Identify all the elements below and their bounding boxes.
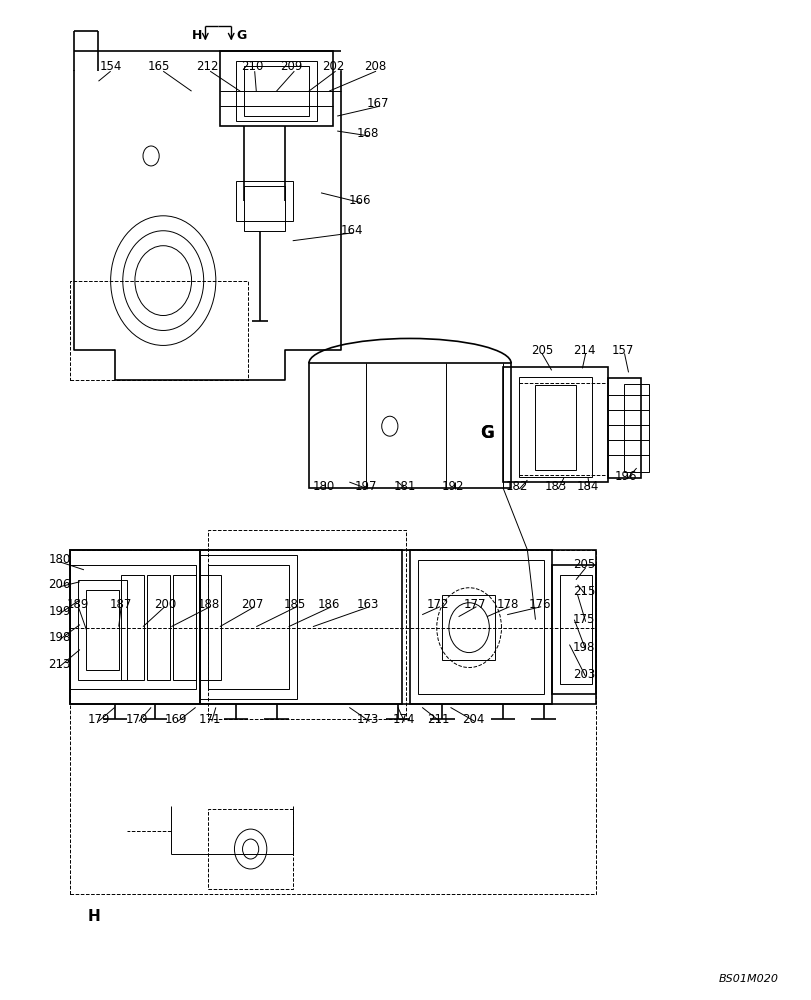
Text: 211: 211 — [427, 713, 449, 726]
Bar — [236, 61, 316, 121]
Text: 164: 164 — [340, 224, 363, 237]
Bar — [70, 565, 195, 689]
Text: 173: 173 — [356, 713, 379, 726]
Text: 197: 197 — [354, 480, 376, 493]
Bar — [442, 595, 495, 660]
Bar — [70, 550, 595, 894]
Bar — [624, 384, 648, 472]
Bar — [503, 367, 607, 482]
Bar — [200, 555, 296, 699]
Text: G: G — [479, 424, 493, 442]
Bar — [121, 575, 144, 680]
Text: BS01M020: BS01M020 — [718, 974, 777, 984]
Text: 187: 187 — [109, 598, 132, 611]
Bar — [147, 575, 169, 680]
Text: 166: 166 — [348, 194, 371, 207]
Text: 212: 212 — [196, 60, 219, 73]
Text: 154: 154 — [99, 60, 122, 73]
Bar — [308, 363, 511, 488]
Text: H: H — [191, 29, 202, 42]
Text: 174: 174 — [392, 713, 414, 726]
Text: 177: 177 — [463, 598, 486, 611]
Text: 208: 208 — [363, 60, 386, 73]
Text: 214: 214 — [572, 344, 594, 357]
Text: 196: 196 — [614, 470, 637, 483]
Text: 209: 209 — [280, 60, 302, 73]
Bar — [551, 565, 595, 694]
Bar — [86, 590, 118, 670]
Bar — [70, 550, 200, 704]
Text: 204: 204 — [461, 713, 483, 726]
Text: 163: 163 — [356, 598, 379, 611]
Text: 202: 202 — [322, 60, 344, 73]
Text: 184: 184 — [576, 480, 599, 493]
Bar — [78, 580, 127, 680]
Bar — [208, 565, 288, 689]
Text: 157: 157 — [611, 344, 633, 357]
Text: 171: 171 — [199, 713, 221, 726]
Bar — [173, 575, 195, 680]
Bar — [559, 575, 591, 684]
Text: 176: 176 — [528, 598, 550, 611]
Bar — [70, 550, 595, 704]
Bar — [220, 51, 333, 126]
Text: 205: 205 — [573, 558, 594, 571]
Text: 206: 206 — [49, 578, 71, 591]
Text: 178: 178 — [496, 598, 518, 611]
Bar — [199, 575, 221, 680]
Text: 205: 205 — [530, 344, 552, 357]
Text: 169: 169 — [165, 713, 187, 726]
Text: 175: 175 — [572, 613, 594, 626]
Text: 199: 199 — [49, 605, 71, 618]
Text: 210: 210 — [241, 60, 263, 73]
Text: G: G — [236, 29, 246, 42]
Text: 203: 203 — [573, 668, 594, 681]
Bar — [70, 281, 248, 380]
Bar — [236, 181, 292, 221]
Bar — [607, 378, 640, 478]
Text: 180: 180 — [312, 480, 334, 493]
Text: 170: 170 — [126, 713, 148, 726]
Text: 172: 172 — [427, 598, 449, 611]
Text: 207: 207 — [241, 598, 263, 611]
Bar — [244, 186, 285, 231]
Text: 167: 167 — [366, 97, 388, 110]
Text: 180: 180 — [49, 553, 71, 566]
Text: 189: 189 — [67, 598, 89, 611]
Text: 186: 186 — [318, 598, 340, 611]
Bar — [410, 550, 551, 704]
Text: 198: 198 — [49, 631, 71, 644]
Text: 165: 165 — [148, 60, 170, 73]
Text: 183: 183 — [544, 480, 566, 493]
Text: 182: 182 — [505, 480, 527, 493]
Text: 200: 200 — [153, 598, 176, 611]
Bar — [519, 377, 591, 477]
Bar — [244, 66, 308, 116]
Text: G: G — [479, 424, 493, 442]
Text: 179: 179 — [87, 713, 109, 726]
Text: 198: 198 — [572, 641, 594, 654]
Text: 185: 185 — [284, 598, 306, 611]
Text: 168: 168 — [356, 127, 379, 140]
Bar — [534, 385, 575, 470]
Text: 192: 192 — [441, 480, 464, 493]
Bar — [200, 550, 401, 704]
Text: 215: 215 — [572, 585, 594, 598]
Text: 181: 181 — [393, 480, 415, 493]
Text: H: H — [88, 909, 101, 924]
Bar — [208, 809, 292, 889]
Bar — [208, 530, 406, 719]
Text: 188: 188 — [197, 598, 220, 611]
Bar — [418, 560, 543, 694]
Text: 213: 213 — [49, 658, 71, 671]
